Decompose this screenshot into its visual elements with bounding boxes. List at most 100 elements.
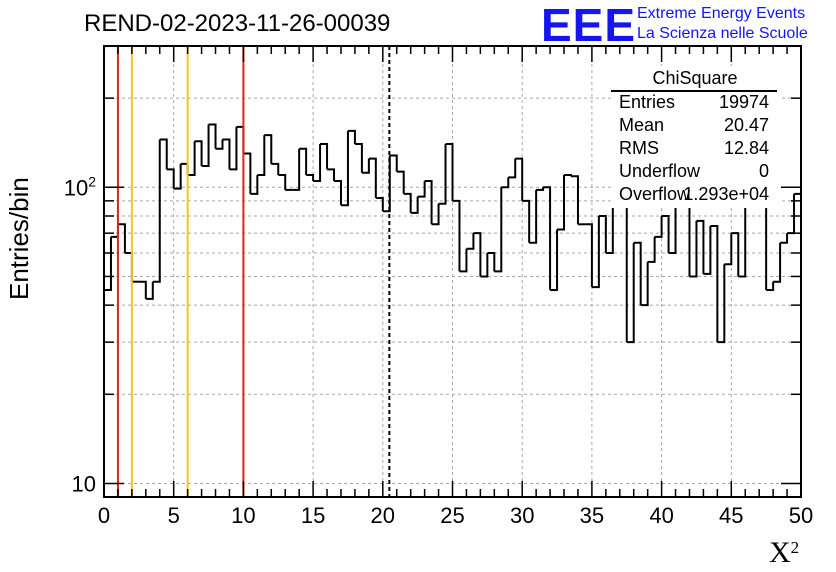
brand-line-1: Extreme Energy Events bbox=[637, 5, 806, 22]
stats-value: 0 bbox=[758, 161, 769, 181]
histogram-bin bbox=[640, 261, 649, 307]
stats-box: ChiSquare Entries 19974 Mean 20.47 RMS 1… bbox=[611, 66, 779, 208]
y-axis-label: Entries/bin bbox=[4, 177, 34, 300]
histogram-bin bbox=[780, 233, 789, 244]
histogram-bin bbox=[466, 233, 475, 250]
stats-key: Entries bbox=[619, 92, 676, 112]
histogram-bin bbox=[180, 162, 189, 176]
histogram-bin bbox=[347, 129, 356, 145]
stats-divider bbox=[611, 90, 777, 92]
histogram-bin bbox=[661, 214, 670, 253]
histogram-bin bbox=[501, 177, 510, 189]
histogram-bin bbox=[703, 226, 712, 275]
histogram-bin bbox=[145, 281, 154, 300]
stats-value: 20.47 bbox=[723, 115, 769, 135]
y-tick-label-sup: 2 bbox=[88, 173, 96, 189]
histogram-bin bbox=[724, 233, 733, 266]
x-tick-label: 30 bbox=[510, 503, 534, 528]
x-tick-label: 25 bbox=[440, 503, 464, 528]
x-tick-label: 35 bbox=[580, 503, 604, 528]
histogram-bin bbox=[104, 236, 112, 291]
histogram-bin bbox=[271, 162, 280, 176]
histogram-bin bbox=[368, 157, 377, 199]
histogram-bin bbox=[201, 124, 210, 168]
histogram-bin bbox=[306, 174, 315, 182]
histogram-bin bbox=[138, 280, 147, 299]
histogram-bin bbox=[696, 219, 705, 274]
histogram-bin bbox=[299, 147, 308, 176]
histogram-bin bbox=[159, 138, 168, 170]
histogram-bin bbox=[431, 203, 440, 226]
stats-row-entries: Entries 19974 bbox=[619, 92, 769, 114]
x-axis-label-base: X bbox=[769, 536, 791, 569]
histogram-bin bbox=[208, 123, 217, 149]
histogram-bin bbox=[584, 223, 593, 288]
histogram-bin bbox=[508, 158, 517, 179]
histogram-bin bbox=[417, 181, 426, 198]
stats-row-underflow: Underflow 0 bbox=[619, 161, 769, 183]
x-tick-label: 15 bbox=[301, 503, 325, 528]
histogram-bin bbox=[494, 187, 503, 273]
histogram-bin bbox=[710, 225, 719, 343]
histogram-bin bbox=[173, 163, 182, 190]
histogram-bin bbox=[480, 253, 489, 278]
histogram-bin bbox=[187, 141, 196, 177]
histogram-bin bbox=[403, 192, 412, 213]
histogram-bin bbox=[396, 170, 405, 194]
histogram-bin bbox=[410, 196, 419, 214]
y-tick-label: 10 bbox=[72, 471, 96, 496]
axis-ticks bbox=[103, 45, 802, 498]
chart-title: REND-02-2023-11-26-00039 bbox=[84, 10, 391, 37]
histogram-bin bbox=[292, 148, 301, 191]
y-tick-label-base: 10 bbox=[72, 471, 96, 496]
histogram-bin bbox=[229, 126, 238, 171]
x-tick-label: 50 bbox=[789, 503, 813, 528]
vertical-markers bbox=[116, 46, 391, 497]
x-tick-label: 45 bbox=[719, 503, 743, 528]
histogram-bin bbox=[557, 175, 566, 231]
histogram-bin bbox=[194, 140, 203, 167]
x-tick-label: 40 bbox=[649, 503, 673, 528]
histogram-bin bbox=[487, 252, 496, 272]
histogram-bin bbox=[278, 174, 287, 190]
x-tick-label: 0 bbox=[98, 503, 110, 528]
histogram-bin bbox=[152, 139, 161, 283]
histogram-bin bbox=[313, 144, 322, 183]
histogram-bin bbox=[445, 143, 454, 201]
stats-key: RMS bbox=[619, 138, 659, 158]
x-tick-label: 10 bbox=[231, 503, 255, 528]
histogram-bin bbox=[731, 232, 740, 277]
histogram-bin bbox=[598, 214, 607, 253]
histogram-bin bbox=[110, 224, 119, 238]
histogram-bin bbox=[543, 186, 552, 290]
histogram-bin bbox=[766, 281, 775, 291]
histogram-bin bbox=[654, 215, 663, 238]
histogram-bin bbox=[124, 252, 133, 282]
histogram-bin bbox=[689, 220, 698, 278]
histogram-bin bbox=[264, 134, 273, 164]
histogram-bin bbox=[340, 130, 349, 207]
histogram-bin bbox=[375, 197, 384, 212]
histogram-bin bbox=[222, 138, 231, 170]
brand-line-2: La Scienza nelle Scuole bbox=[637, 25, 808, 42]
stats-row-rms: RMS 12.84 bbox=[619, 138, 769, 160]
histogram-bin bbox=[236, 125, 245, 154]
stats-value: 1.293e+04 bbox=[683, 184, 769, 204]
histogram-bin bbox=[564, 174, 572, 177]
histogram-bin bbox=[452, 199, 461, 272]
histogram-bin bbox=[334, 180, 342, 206]
histogram-bin bbox=[626, 242, 635, 344]
histogram-bin bbox=[550, 229, 559, 291]
stats-title: ChiSquare bbox=[652, 68, 738, 88]
histogram-bin bbox=[361, 158, 370, 174]
stats-key: Mean bbox=[619, 115, 665, 135]
histogram-bin bbox=[522, 199, 531, 243]
histogram-bin bbox=[117, 223, 126, 253]
histogram-bin bbox=[787, 193, 796, 235]
stats-key: Underflow bbox=[619, 161, 701, 181]
x-axis-label-sup: 2 bbox=[790, 538, 800, 557]
histogram-bin bbox=[354, 143, 363, 173]
histogram-bin bbox=[570, 175, 579, 225]
histogram-bin bbox=[215, 139, 224, 150]
